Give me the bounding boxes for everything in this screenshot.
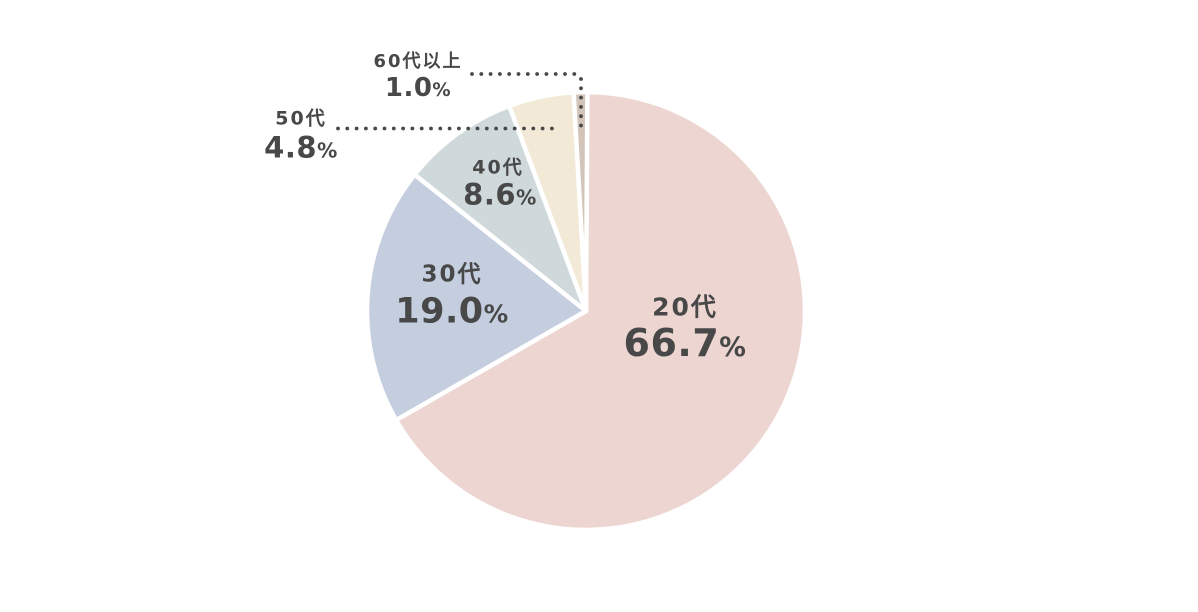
- slice-name-30s: 30代: [421, 261, 483, 288]
- slice-value-30s: 19.0%: [395, 291, 509, 332]
- slice-value-60s-plus: 1.0%: [385, 75, 451, 101]
- slice-value-number: 66.7: [623, 321, 720, 365]
- slice-value-40s: 8.6%: [463, 177, 537, 212]
- slice-name-50s: 50代: [275, 107, 327, 130]
- pie-slice-40s: [412, 103, 589, 314]
- percent-sign: %: [719, 332, 747, 363]
- slice-name-40s: 40代: [472, 156, 524, 179]
- slice-value-number: 1.0: [384, 73, 433, 103]
- pie-slice-20s: [393, 89, 808, 533]
- slice-name-20s: 20代: [652, 292, 718, 322]
- slice-value-50s: 4.8%: [264, 130, 338, 165]
- percent-sign: %: [432, 80, 452, 101]
- slice-value-number: 8.6: [463, 177, 517, 212]
- pie-slice-60s-plus: [571, 89, 590, 314]
- slice-value-20s: 66.7%: [624, 324, 747, 362]
- percent-sign: %: [516, 185, 537, 210]
- pie-slice-30s: [364, 172, 589, 423]
- slice-name-60s-plus: 60代以上: [373, 51, 463, 72]
- slice-value-number: 4.8: [264, 130, 318, 165]
- percent-sign: %: [483, 299, 509, 329]
- slice-value-number: 19.0: [395, 291, 484, 332]
- percent-sign: %: [317, 138, 338, 163]
- leader-line-60s-plus: [470, 72, 583, 129]
